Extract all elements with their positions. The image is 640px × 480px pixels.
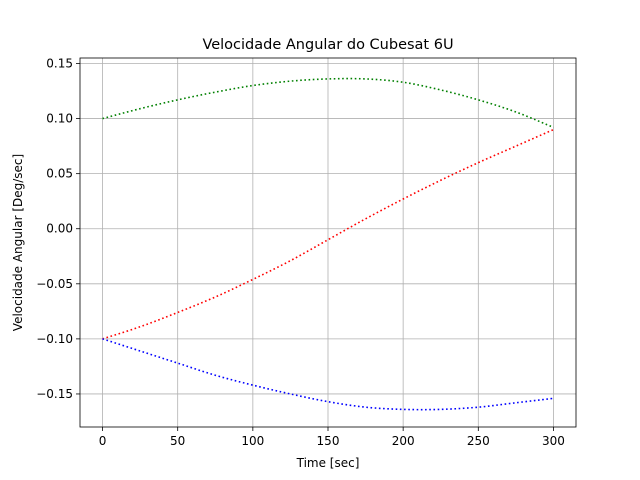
y-tick-label: −0.05: [36, 277, 73, 291]
y-tick-label: 0.00: [46, 222, 73, 236]
x-tick-label: 250: [467, 434, 490, 448]
x-axis: 0 50 100 150 200 250 300: [99, 427, 565, 448]
chart-title: Velocidade Angular do Cubesat 6U: [202, 37, 453, 53]
y-tick-label: 0.05: [46, 167, 73, 181]
y-tick-label: −0.15: [36, 387, 73, 401]
y-tick-label: 0.15: [46, 57, 73, 71]
y-tick-label: 0.10: [46, 112, 73, 126]
x-tick-label: 200: [392, 434, 415, 448]
y-axis: −0.15 −0.10 −0.05 0.00 0.05 0.10 0.15: [36, 57, 80, 401]
y-axis-label: Velocidade Angular [Deg/sec]: [11, 154, 25, 331]
grid: [80, 58, 576, 427]
y-tick-label: −0.10: [36, 332, 73, 346]
x-tick-label: 300: [542, 434, 565, 448]
x-tick-label: 50: [170, 434, 185, 448]
x-axis-label: Time [sec]: [296, 456, 360, 470]
x-tick-label: 100: [241, 434, 264, 448]
x-tick-label: 0: [99, 434, 107, 448]
x-tick-label: 150: [317, 434, 340, 448]
